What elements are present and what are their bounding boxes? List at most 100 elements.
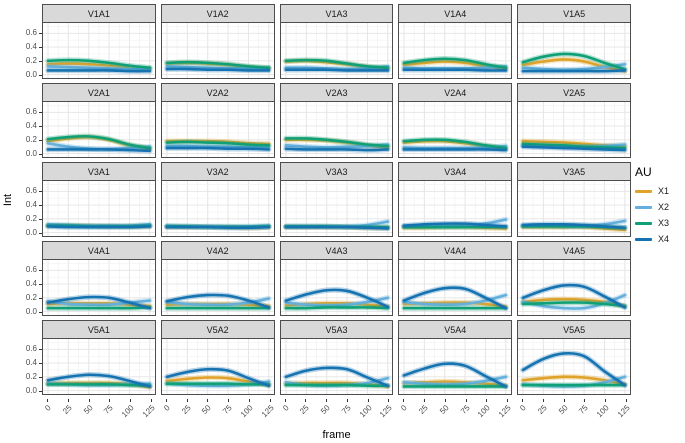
panel-plot [518,102,630,157]
x-tick-mark [269,399,271,402]
facet-panel-v2a2: V2A2 [160,83,275,158]
y-tick-label: 0.6 [25,185,37,195]
series-line-x2 [403,144,508,150]
panel-plot [280,102,393,157]
series-line-x4 [46,69,152,73]
plot-area: 0.0 0.2 0.4 0.6 V1A1 V1A2 V1A3 V1A4 V1A5 0.0 0.2 0.… [16,0,632,443]
y-tick-mark [39,297,42,299]
series-line-x3 [403,57,508,69]
x-tick-mark [444,399,446,402]
series-line-x4 [403,222,508,228]
legend-item-x3: X3 [635,219,669,228]
panel-plot [518,339,630,394]
facet-strip-label: V2A4 [399,84,512,102]
facet-row-v4: 0.0 0.2 0.4 0.6 V4A1 V4A2 V4A3 V4A4 V4A5 [16,241,631,316]
x-tick-mark [165,399,167,402]
facet-strip-label: V2A2 [161,84,274,102]
series-line-x2 [284,296,389,307]
y-tick-mark [39,60,42,62]
facet-strip-label: V3A2 [161,163,274,181]
x-tick-mark [486,399,488,402]
y-tick-label: 0.0 [25,227,37,237]
series-line-x4 [403,148,508,152]
series-line-x3 [46,306,152,310]
facet-strip-label: V1A2 [161,5,274,23]
series-line-x4 [46,225,152,229]
facet-panel-v5a4: V5A4 [398,320,513,395]
series-line-x4 [521,283,627,309]
legend-item-x2: X2 [635,203,669,212]
x-axis-cell: 0 25 50 75 100 125 [517,399,632,429]
legend-item-label: X3 [658,218,670,228]
x-tick-mark [605,399,607,402]
facet-strip-label: V2A1 [43,84,155,102]
panel-plot [399,260,512,315]
series-line-x3 [521,52,627,71]
facet-strip-label: V4A3 [280,242,393,260]
y-tick-mark [39,311,42,313]
series-line-x4 [284,288,389,309]
y-tick-mark [39,390,42,392]
y-tick-label: 0.0 [25,306,37,316]
y-tick-mark [39,111,42,113]
facet-panels: V3A1 V3A2 V3A3 V3A4 V3A5 [42,162,631,237]
facet-row-v2: 0.0 0.2 0.4 0.6 V2A1 V2A2 V2A3 V2A4 V2A5 [16,83,631,158]
series-line-x3 [284,306,389,310]
series-line-x2 [284,65,389,71]
facet-rows: 0.0 0.2 0.4 0.6 V1A1 V1A2 V1A3 V1A4 V1A5 0.0 0.2 0.… [16,4,631,399]
y-tick-label: 0.0 [25,69,37,79]
y-tick-mark [39,204,42,206]
facet-panels: V2A1 V2A2 V2A3 V2A4 V2A5 [42,83,631,158]
x-tick-mark [88,399,90,402]
x-tick-mark [465,399,467,402]
facet-panel-v4a4: V4A4 [398,241,513,316]
facet-panel-v1a5: V1A5 [517,4,631,79]
x-tick-mark [424,399,426,402]
x-tick-mark [367,399,369,402]
x-tick-mark [542,399,544,402]
facet-strip-label: V4A4 [399,242,512,260]
y-tick-label: 0.2 [25,292,37,302]
facet-row-v5: 0.0 0.2 0.4 0.6 V5A1 V5A2 V5A3 V5A4 V5A5 [16,320,631,395]
series-line-x3 [46,58,152,69]
y-axis-title-column: Int [0,0,16,443]
y-tick-gutter: 0.0 0.2 0.4 0.6 [16,162,42,237]
x-tick-mark [346,399,348,402]
y-tick-mark [39,232,42,234]
y-tick-mark [39,46,42,48]
panel-plot [161,181,274,236]
y-axis-title: Int [2,193,14,207]
panel-plot [280,260,393,315]
facet-panel-v2a4: V2A4 [398,83,513,158]
facet-panels: V4A1 V4A2 V4A3 V4A4 V4A5 [42,241,631,316]
series-line-x4 [403,362,508,388]
facet-panel-v5a5: V5A5 [517,320,631,395]
series-line-x1 [521,375,627,386]
y-tick-gutter: 0.0 0.2 0.4 0.6 [16,320,42,395]
y-tick-label: 0.6 [25,106,37,116]
series-line-x2 [165,144,270,149]
series-line-x2 [403,375,508,386]
series-line-x4 [521,69,627,73]
facet-strip-label: V5A2 [161,321,274,339]
x-axis-row: 0 25 50 75 100 125 0 25 50 75 100 125 0 25 50 75 100 125 0… [16,399,632,429]
y-tick-label: 0.4 [25,357,37,367]
legend-key-line-x2 [635,206,652,209]
panel-plot [518,23,630,78]
facet-panel-v4a2: V4A2 [160,241,275,316]
facet-row-v3: 0.0 0.2 0.4 0.6 V3A1 V3A2 V3A3 V3A4 V3A5 [16,162,631,237]
panel-plot [280,339,393,394]
x-tick-mark [67,399,69,402]
y-tick-mark [39,32,42,34]
x-axis-cell: 0 25 50 75 100 125 [280,399,394,429]
facet-panel-v4a3: V4A3 [279,241,394,316]
series-line-x4 [46,373,152,388]
legend-item-label: X2 [658,202,670,212]
y-tick-label: 0.4 [25,278,37,288]
panel-plot [280,181,393,236]
legend-item-label: X4 [658,234,670,244]
x-tick-mark [150,399,152,402]
y-tick-label: 0.4 [25,120,37,130]
y-tick-mark [39,153,42,155]
y-tick-mark [39,74,42,76]
